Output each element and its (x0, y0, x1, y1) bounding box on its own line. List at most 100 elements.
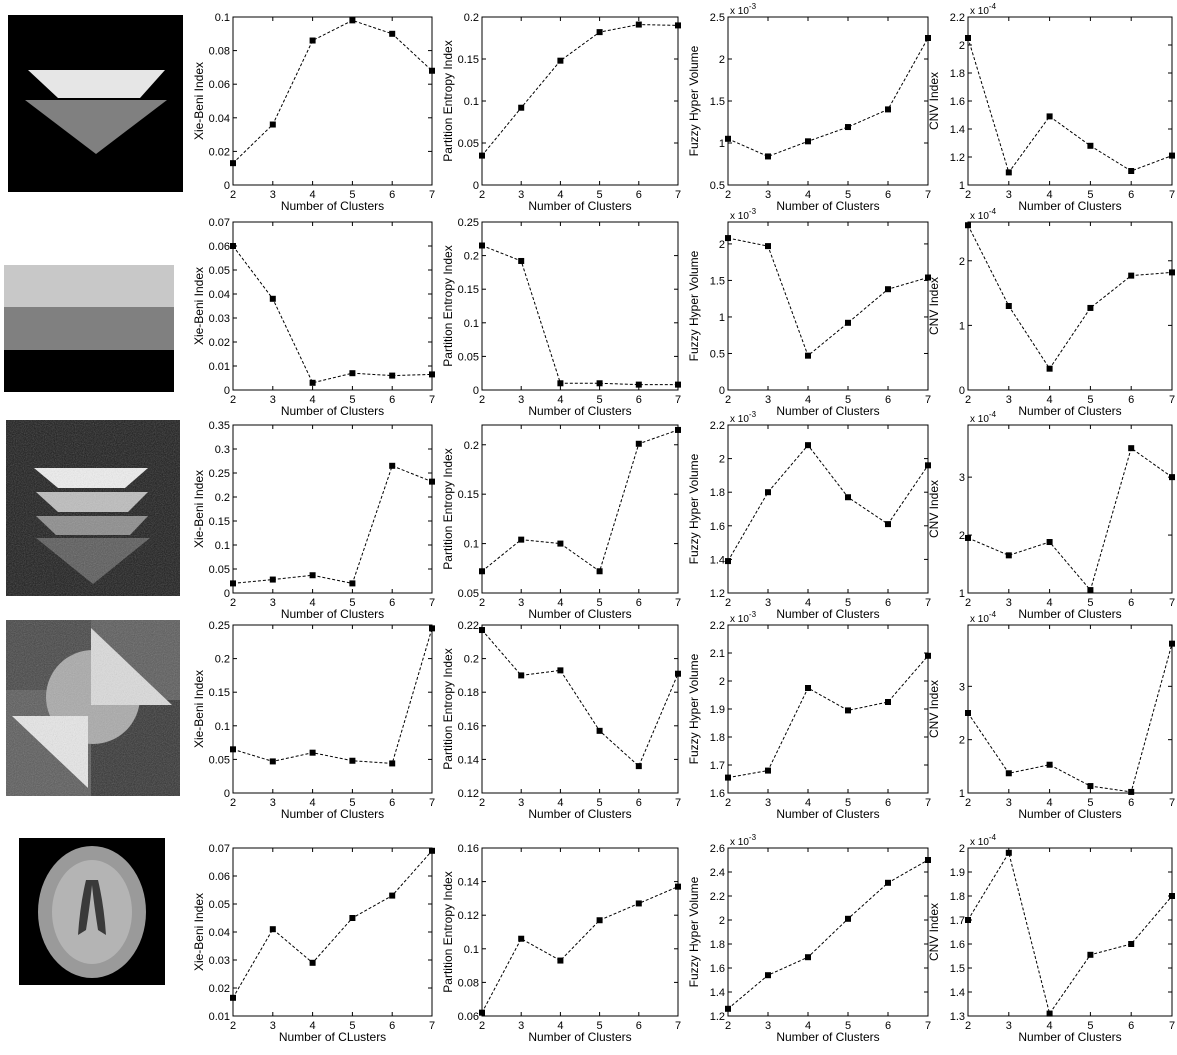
y-tick-label: 0.2 (464, 12, 479, 24)
x-tick-label: 3 (518, 394, 524, 406)
y-axis-label: Xie-Beni Index (192, 470, 206, 548)
marker (725, 1006, 731, 1012)
y-tick-label: 0.2 (464, 654, 479, 666)
x-tick-label: 6 (1128, 189, 1134, 201)
chart: 0.060.080.10.120.140.16234567Number of C… (441, 843, 681, 1044)
y-tick-label: 2 (959, 530, 965, 542)
y-tick-label: 0.1 (215, 721, 230, 733)
marker (805, 353, 811, 359)
marker (479, 1010, 485, 1016)
multiplier-base: x 10 (730, 6, 749, 17)
x-tick-label: 7 (675, 797, 681, 809)
y-tick-label: 1.4 (710, 554, 725, 566)
y-tick-label: 1.2 (950, 152, 965, 164)
y-tick-label: 1 (959, 320, 965, 332)
image-2 (4, 265, 174, 392)
marker (636, 900, 642, 906)
marker (389, 893, 395, 899)
multiplier-base: x 10 (730, 211, 749, 222)
marker (925, 35, 931, 41)
y-tick-label: 1.7 (710, 760, 725, 772)
marker (636, 763, 642, 769)
chart: 012234567Number of ClustersCNV Indexx 10… (927, 207, 1175, 418)
y-tick-label: 0.15 (458, 54, 479, 66)
x-tick-label: 6 (636, 1020, 642, 1032)
y-tick-label: 1.5 (710, 96, 725, 108)
marker (725, 235, 731, 241)
marker (429, 371, 435, 377)
x-axis-label: Number of Clusters (776, 1030, 879, 1044)
y-axis-label: Partition Entropy Index (441, 648, 455, 769)
y-tick-label: 1.6 (710, 788, 725, 800)
marker (597, 380, 603, 386)
multiplier-exponent: -3 (749, 207, 757, 216)
marker (270, 122, 276, 128)
plot-frame (968, 425, 1172, 593)
marker (805, 138, 811, 144)
plot-frame (233, 625, 432, 793)
x-tick-label: 2 (725, 797, 731, 809)
x-tick-label: 2 (965, 597, 971, 609)
marker (675, 382, 681, 388)
chart: 1.31.41.51.61.71.81.92234567Number of Cl… (927, 833, 1175, 1044)
marker (885, 880, 891, 886)
chart: 1.21.41.61.822.2234567Number of Clusters… (687, 410, 931, 621)
marker (845, 494, 851, 500)
plot-frame (482, 17, 678, 185)
x-tick-label: 7 (675, 1020, 681, 1032)
y-tick-label: 1 (719, 312, 725, 324)
marker (270, 926, 276, 932)
chart: 1.61.71.81.922.12.2234567Number of Clust… (687, 610, 931, 821)
marker (885, 286, 891, 292)
y-tick-label: 3 (959, 472, 965, 484)
marker (389, 463, 395, 469)
plot-frame (233, 848, 432, 1016)
marker (1169, 269, 1175, 275)
chart: 00.050.10.150.20.250.30.35234567Number o… (192, 420, 435, 621)
marker (965, 535, 971, 541)
plot-frame (482, 625, 678, 793)
x-tick-label: 7 (429, 394, 435, 406)
x-tick-label: 3 (1006, 797, 1012, 809)
marker (349, 580, 355, 586)
marker (1047, 113, 1053, 119)
y-tick-label: 1.9 (950, 867, 965, 879)
marker (805, 954, 811, 960)
y-tick-label: 0.05 (209, 564, 230, 576)
y-tick-label: 2 (719, 54, 725, 66)
marker (765, 243, 771, 249)
x-tick-label: 7 (675, 597, 681, 609)
y-tick-label: 0.15 (209, 687, 230, 699)
x-axis-label: Number of Clusters (528, 199, 631, 213)
x-tick-label: 3 (270, 797, 276, 809)
image-3 (6, 420, 180, 596)
y-tick-label: 0.02 (209, 337, 230, 349)
x-tick-label: 6 (1128, 797, 1134, 809)
y-axis-label: Partition Entropy Index (441, 448, 455, 569)
x-tick-label: 2 (479, 1020, 485, 1032)
x-axis-label: Number of Clusters (1018, 1030, 1121, 1044)
y-tick-label: 2 (719, 454, 725, 466)
marker (1128, 941, 1134, 947)
x-tick-label: 3 (270, 189, 276, 201)
marker (725, 558, 731, 564)
multiplier-base: x 10 (970, 414, 989, 425)
marker (230, 995, 236, 1001)
marker (230, 746, 236, 752)
x-tick-label: 2 (965, 189, 971, 201)
x-tick-label: 6 (636, 797, 642, 809)
y-axis-label: Fuzzy Hyper Volume (687, 453, 701, 564)
marker (349, 370, 355, 376)
marker (965, 35, 971, 41)
y-axis-label: Xie-Beni Index (192, 893, 206, 971)
y-tick-label: 0.2 (215, 492, 230, 504)
y-axis-label: Fuzzy Hyper Volume (687, 876, 701, 987)
y-axis-label: CNV Index (927, 903, 941, 961)
x-tick-label: 7 (925, 1020, 931, 1032)
y-tick-label: 1.8 (950, 68, 965, 80)
x-tick-label: 3 (765, 597, 771, 609)
x-tick-label: 6 (389, 597, 395, 609)
y-multiplier: x 10-3 (730, 2, 757, 17)
y-tick-label: 0.06 (209, 79, 230, 91)
y-tick-label: 0.08 (209, 46, 230, 58)
